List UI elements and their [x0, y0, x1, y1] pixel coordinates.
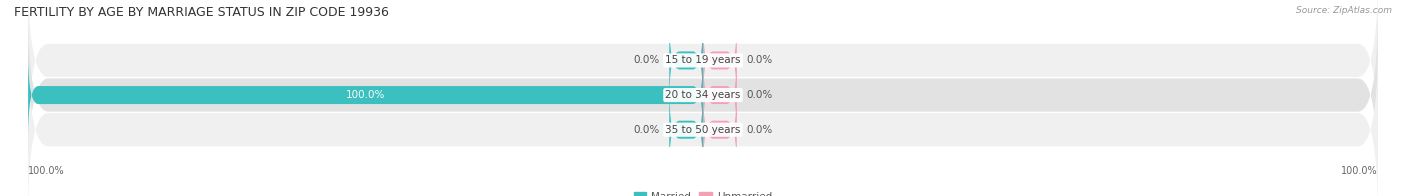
Text: 0.0%: 0.0% [633, 125, 659, 135]
Text: 0.0%: 0.0% [633, 55, 659, 65]
Text: 15 to 19 years: 15 to 19 years [665, 55, 741, 65]
Text: 20 to 34 years: 20 to 34 years [665, 90, 741, 100]
Text: 100.0%: 100.0% [28, 166, 65, 176]
FancyBboxPatch shape [703, 87, 737, 173]
FancyBboxPatch shape [703, 52, 737, 138]
Text: Source: ZipAtlas.com: Source: ZipAtlas.com [1296, 6, 1392, 15]
FancyBboxPatch shape [703, 17, 737, 103]
Text: 0.0%: 0.0% [747, 90, 773, 100]
Text: FERTILITY BY AGE BY MARRIAGE STATUS IN ZIP CODE 19936: FERTILITY BY AGE BY MARRIAGE STATUS IN Z… [14, 6, 389, 19]
FancyBboxPatch shape [669, 87, 703, 173]
FancyBboxPatch shape [28, 8, 1378, 182]
FancyBboxPatch shape [28, 42, 1378, 196]
Text: 100.0%: 100.0% [346, 90, 385, 100]
Text: 35 to 50 years: 35 to 50 years [665, 125, 741, 135]
FancyBboxPatch shape [28, 0, 1378, 148]
Text: 0.0%: 0.0% [747, 125, 773, 135]
FancyBboxPatch shape [28, 52, 703, 138]
FancyBboxPatch shape [669, 17, 703, 103]
Text: 100.0%: 100.0% [1341, 166, 1378, 176]
Legend: Married, Unmarried: Married, Unmarried [630, 188, 776, 196]
Text: 0.0%: 0.0% [747, 55, 773, 65]
